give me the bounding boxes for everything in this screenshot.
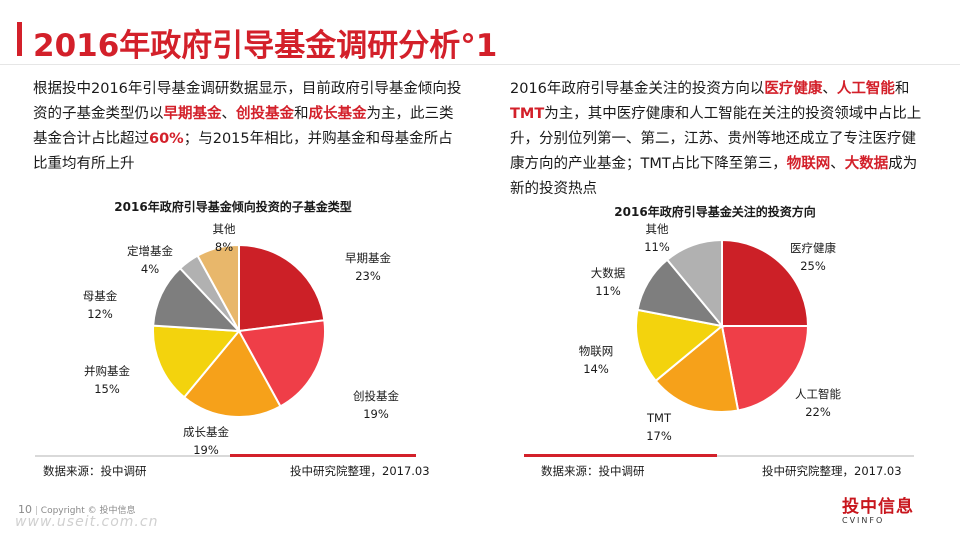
page-number: 10: [18, 503, 32, 516]
left-paragraph-run: 根据投中2016年引导基金调研数据显示，目前政府引导基金倾向投资的子基金类型仍以: [33, 81, 462, 122]
chart1-value-3: 15%: [94, 382, 120, 396]
chart1-rule-gray: [35, 455, 230, 457]
chart1-label-6: 其他: [213, 222, 236, 236]
chart2-label-2: TMT: [646, 411, 672, 425]
chart2-rule-red: [524, 454, 717, 457]
chart1-slice-1: [237, 319, 326, 408]
right-paragraph-run: 医疗健康: [764, 81, 823, 97]
chart2-slice-0: [721, 238, 810, 327]
watermark: www.useit.com.cn: [15, 514, 159, 530]
chart2-label-0: 医疗健康: [790, 241, 836, 255]
chart1-label-0: 早期基金: [345, 251, 391, 265]
right-paragraph-run: 、: [822, 81, 837, 97]
chart1-value-6: 8%: [215, 240, 233, 254]
chart2-title: 2016年政府引导基金关注的投资方向: [614, 205, 816, 219]
chart2-label-3: 物联网: [579, 344, 614, 358]
chart1-slice-4: [152, 266, 242, 333]
chart1-slice-6: [196, 243, 240, 332]
chart2-slice-3: [635, 308, 725, 383]
chart2-slice-1: [720, 325, 810, 412]
page-title: 2016年政府引导基金调研分析°1: [33, 28, 498, 64]
chart2-label-4: 大数据: [591, 266, 626, 280]
chart1-value-1: 19%: [363, 407, 389, 421]
right-paragraph-run: 人工智能: [836, 81, 895, 97]
chart1-slice-2: [182, 329, 282, 418]
left-paragraph-run: 、: [221, 106, 237, 122]
chart2-rule-gray: [717, 455, 914, 457]
chart2-source: 数据来源：投中调研: [541, 464, 645, 478]
chart2-slice-2: [654, 324, 740, 413]
chart2-slice-5: [665, 238, 723, 329]
right-paragraph-run: 物联网: [786, 156, 831, 172]
right-paragraph-run: 成为新的投资热点: [510, 156, 918, 197]
left-paragraph-run: 成长基金: [308, 106, 367, 122]
left-paragraph-run: 和: [294, 106, 309, 122]
copyright: Copyright © 投中信息: [40, 506, 136, 516]
right-paragraph-run: 大数据: [844, 156, 889, 172]
left-paragraph-run: 60%: [149, 131, 184, 147]
left-paragraph-run: ；与2015年相比，并购基金和母基金所占比重均有所上升: [33, 131, 453, 172]
chart1-value-0: 23%: [355, 269, 381, 283]
right-paragraph-run: 2016年政府引导基金关注的投资方向以: [510, 81, 765, 97]
title-divider: [0, 64, 960, 65]
cvinfo-logo: 投中信息 CVINFO: [842, 498, 937, 526]
logo-en: CVINFO: [842, 516, 885, 525]
chart1-label-3: 并购基金: [84, 364, 130, 378]
chart1-label-5: 定增基金: [127, 244, 173, 258]
chart2-label-1: 人工智能: [795, 387, 841, 401]
right-paragraph-run: 、: [830, 156, 845, 172]
chart1-source: 数据来源：投中调研: [43, 464, 147, 478]
left-paragraph-run: 创投基金: [236, 106, 294, 122]
right-paragraph-run: TMT: [510, 106, 545, 122]
right-paragraph-run: 为主，其中医疗健康和人工智能在关注的投资领域中占比上升，分别位列第一、第二，江苏…: [510, 106, 922, 172]
chart2-label-5: 其他: [646, 222, 669, 236]
chart2-value-2: 17%: [646, 429, 672, 443]
title-accent-bar: [17, 22, 22, 56]
chart1-value-2: 19%: [193, 443, 219, 457]
chart1-label-1: 创投基金: [353, 389, 399, 403]
chart1-credit: 投中研究院整理，2017.03: [290, 464, 430, 478]
chart2-value-1: 22%: [805, 405, 831, 419]
chart1-label-2: 成长基金: [183, 425, 229, 439]
chart2-value-5: 11%: [644, 240, 670, 254]
chart2-value-0: 25%: [800, 259, 826, 273]
chart1-slice-0: [238, 243, 326, 333]
logo-cn: 投中信息: [842, 497, 914, 517]
chart1-rule-red: [230, 454, 416, 457]
right-paragraph-run: 和: [894, 81, 910, 97]
chart2-value-3: 14%: [583, 362, 609, 376]
left-paragraph-run: 为主，此三类基金合计占比超过: [33, 106, 454, 147]
chart1-label-4: 母基金: [83, 289, 118, 303]
chart2-value-4: 11%: [595, 284, 621, 298]
footer: 10 | Copyright © 投中信息: [18, 503, 136, 516]
right-paragraph: 2016年政府引导基金关注的投资方向以医疗健康、人工智能和TMT为主，其中医疗健…: [510, 77, 922, 202]
chart1-value-5: 4%: [141, 262, 159, 276]
chart1-slice-3: [152, 324, 242, 399]
left-paragraph-run: 早期基金: [163, 106, 222, 122]
chart1-title: 2016年政府引导基金倾向投资的子基金类型: [114, 200, 352, 214]
left-paragraph: 根据投中2016年引导基金调研数据显示，目前政府引导基金倾向投资的子基金类型仍以…: [33, 77, 463, 177]
chart1-value-4: 12%: [87, 307, 113, 321]
chart2-credit: 投中研究院整理，2017.03: [762, 464, 902, 478]
